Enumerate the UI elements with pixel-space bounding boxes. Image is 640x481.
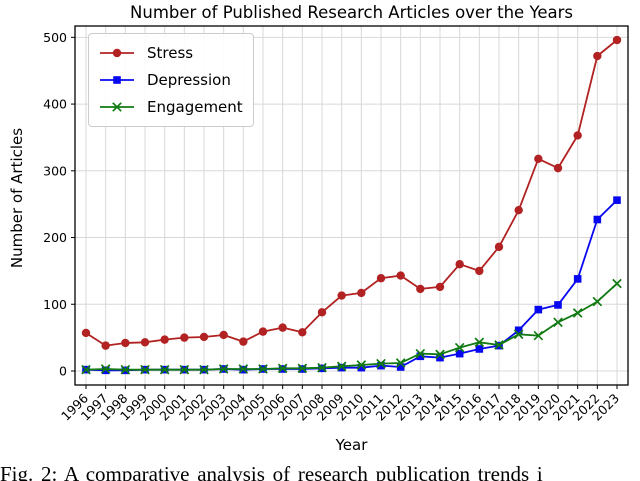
data-point [554,301,562,309]
data-point [534,305,543,314]
data-point [514,326,523,335]
data-point [534,154,543,163]
data-point [357,363,366,372]
data-point [455,349,464,358]
data-point [121,338,130,348]
axis-ticks [71,36,618,389]
data-point [593,215,602,224]
data-point [140,338,150,347]
data-point [101,366,110,375]
data-point [140,364,150,375]
data-point [613,196,621,204]
data-point [298,328,307,337]
square-marker-swatch-icon [100,76,134,84]
legend-label: Depression [147,71,231,89]
data-point [513,329,524,340]
data-point [356,360,367,370]
data-point [455,260,464,269]
data-point [553,163,563,173]
data-point [219,330,228,340]
legend-item-engagement: Engagement [99,95,243,119]
legend-item-depression: Depression [99,68,243,92]
data-point [435,282,445,292]
y-axis-label: Number of Articles [8,127,26,269]
line-chart: 1996199719981999200020012002200320042005… [43,25,629,424]
data-point [553,317,563,328]
data-point [337,363,346,372]
y-tick-label: 200 [43,230,67,245]
data-point [475,345,484,353]
data-point [592,296,603,307]
chart-title: Number of Published Research Articles ov… [130,3,573,22]
circle-marker-swatch-icon [100,48,134,58]
data-point [101,341,110,350]
data-point [81,364,91,375]
data-point [573,275,582,283]
data-point [416,352,425,361]
data-point [415,348,426,359]
data-point [357,288,366,298]
data-point [573,131,582,140]
data-point [317,308,327,317]
data-point [199,332,209,342]
data-point [416,284,425,294]
data-point [377,361,385,370]
data-point [199,364,209,375]
data-point [396,363,405,371]
data-point [159,364,170,375]
data-point [278,323,287,332]
data-point [120,364,131,375]
x-marker-swatch-icon [100,102,134,112]
data-point [494,340,504,350]
y-tick-label: 400 [43,97,67,112]
plot-border [74,25,629,386]
data-point [454,342,465,353]
y-tick-label: 100 [43,297,67,312]
legend-item-stress: Stress [99,41,243,65]
data-point [395,358,406,368]
data-point [160,335,169,344]
series-engagement [81,278,622,375]
data-point [81,328,91,338]
y-tick-label: 0 [59,363,67,378]
data-point [435,349,445,360]
data-point [474,337,485,348]
data-point [593,51,602,61]
data-point [376,274,386,283]
data-point [317,362,327,373]
data-point [612,35,622,45]
data-point [297,363,308,374]
series-stress [81,35,622,350]
data-point [396,271,405,280]
data-point [218,364,229,374]
data-point [258,327,268,336]
y-tick-label: 300 [43,163,67,178]
data-point [239,337,248,346]
data-point [533,330,544,341]
y-tick-label: 500 [43,30,67,45]
data-point [514,205,523,215]
data-point [475,266,484,276]
data-point [494,242,504,252]
data-point [376,358,386,369]
figure-caption: Fig. 2: A comparative analysis of resear… [0,462,543,481]
data-point [180,333,189,342]
data-point [100,364,111,374]
data-point [258,364,268,374]
series-depression [82,196,621,375]
legend-label: Engagement [147,98,243,116]
data-point [436,353,444,362]
data-point [238,364,249,374]
data-point [612,278,622,289]
data-point [572,308,583,318]
legend-label: Stress [147,44,194,62]
x-axis-label: Year [335,436,368,454]
data-point [336,361,347,372]
tick-labels: 1996199719981999200020012002200320042005… [43,30,622,424]
data-point [337,291,346,300]
data-point [179,364,190,375]
data-point [277,363,288,374]
chart-legend: Stress Depression Engagement [88,33,254,127]
